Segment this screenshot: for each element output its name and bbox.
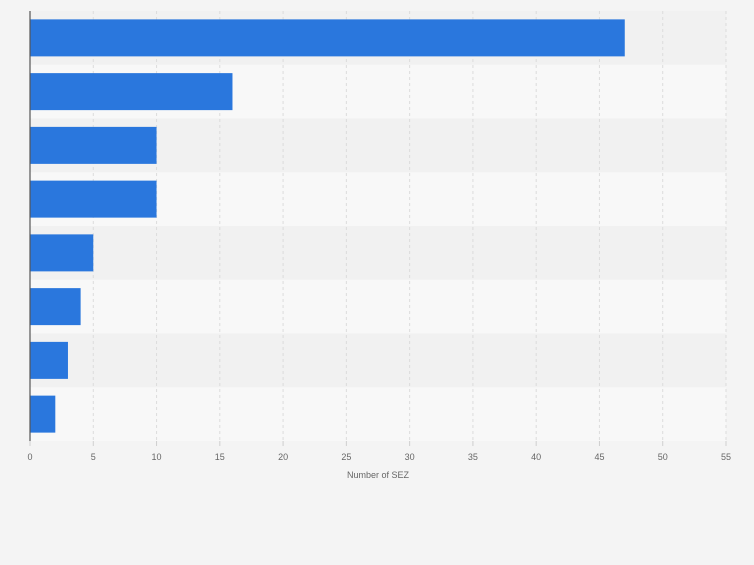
row-band <box>30 279 726 334</box>
row-band <box>30 333 726 388</box>
x-tick-label: 5 <box>91 452 96 462</box>
x-tick-label: 10 <box>152 452 162 462</box>
x-tick-label: 30 <box>405 452 415 462</box>
x-tick-label: 20 <box>278 452 288 462</box>
bar <box>30 19 625 57</box>
row-band <box>30 387 726 441</box>
x-tick-label: 15 <box>215 452 225 462</box>
x-tick-label: 40 <box>531 452 541 462</box>
x-tick-label: 25 <box>341 452 351 462</box>
x-tick-label: 55 <box>721 452 731 462</box>
bar <box>30 234 94 272</box>
x-tick-label: 50 <box>658 452 668 462</box>
x-tick-label: 0 <box>27 452 32 462</box>
x-axis-title: Number of SEZ <box>347 470 410 480</box>
bar <box>30 126 157 164</box>
x-tick-label: 35 <box>468 452 478 462</box>
bar <box>30 288 81 326</box>
bar <box>30 180 157 218</box>
row-band <box>30 226 726 280</box>
bar <box>30 341 68 379</box>
bar <box>30 73 233 111</box>
bar <box>30 395 56 433</box>
x-tick-label: 45 <box>594 452 604 462</box>
